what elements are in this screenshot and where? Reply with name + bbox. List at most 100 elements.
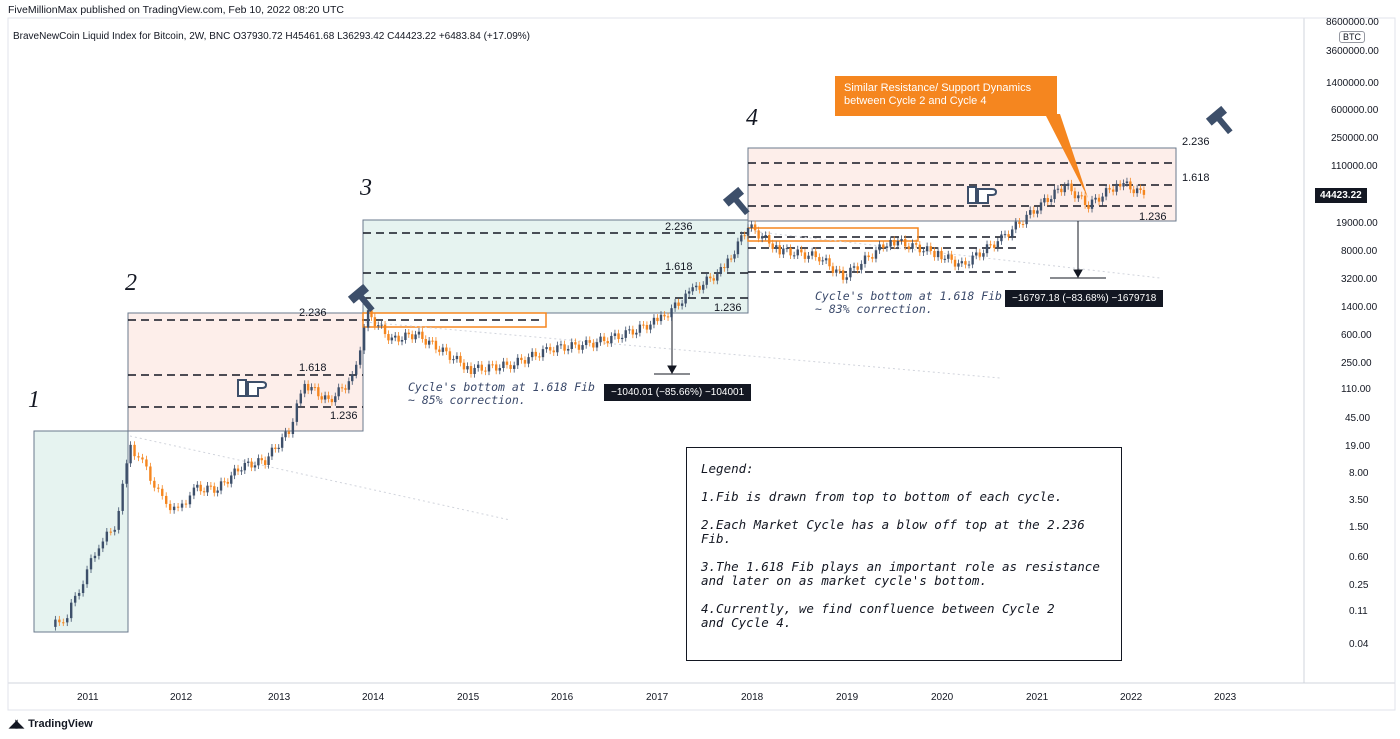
candle-body — [985, 244, 989, 254]
price-tick: 110000.00 — [1331, 161, 1378, 172]
measure-arrow-cycle3 — [654, 313, 690, 375]
cycle-label: 2 — [125, 270, 137, 296]
candle-body — [168, 503, 172, 511]
candle-body — [874, 250, 878, 259]
candle-body — [233, 468, 236, 476]
candle-body — [223, 481, 226, 483]
candle-body — [666, 316, 670, 318]
candle-body — [760, 236, 764, 239]
legend-item: 1.Fib is drawn from top to bottom of eac… — [701, 489, 1063, 504]
candle-body — [845, 277, 848, 280]
candle-body — [1073, 191, 1077, 199]
candle-body — [918, 244, 922, 253]
candle-body — [1087, 205, 1090, 209]
price-tick: 1.50 — [1349, 522, 1369, 533]
candle-body — [400, 339, 404, 342]
candle-body — [226, 481, 230, 484]
candle-body — [77, 593, 81, 596]
candle-body — [431, 340, 434, 342]
candle-body — [117, 510, 120, 530]
candle-body — [1060, 188, 1063, 193]
callout-box: Similar Resistance/ Support Dynamics bet… — [835, 76, 1057, 116]
candle-body — [1070, 183, 1073, 192]
candle-body — [66, 618, 69, 623]
candle-body — [849, 267, 852, 278]
candle-body — [219, 481, 223, 491]
candle-body — [484, 370, 487, 372]
time-tick: 2017 — [646, 692, 669, 703]
candle-body — [133, 444, 136, 457]
candle-body — [620, 337, 624, 340]
candle-body — [1090, 199, 1094, 209]
candle-body — [635, 332, 638, 335]
candle-body — [213, 486, 216, 493]
price-tick: 3200.00 — [1341, 274, 1378, 285]
tradingview-logo[interactable]: ◢◣ TradingView — [9, 717, 93, 730]
candle-body — [299, 393, 302, 404]
candle-body — [530, 351, 534, 358]
candle-body — [1007, 234, 1010, 237]
candle-body — [491, 364, 494, 366]
candle-body — [257, 458, 260, 466]
candle-body — [1080, 195, 1083, 197]
candle-body — [684, 293, 687, 304]
symbol-ohlc-line[interactable]: BraveNewCoin Liquid Index for Bitcoin, 2… — [13, 31, 531, 42]
candle-body — [196, 484, 199, 488]
candle-body — [617, 333, 620, 340]
candle-body — [1135, 188, 1139, 194]
candle-body — [445, 347, 448, 352]
candle-body — [652, 317, 656, 325]
candle-body — [947, 254, 950, 259]
candle-body — [950, 254, 953, 260]
candle-body — [480, 364, 483, 371]
candle-body — [907, 246, 911, 249]
candle-body — [645, 324, 649, 330]
candle-body — [889, 240, 892, 247]
currency-tag[interactable]: BTC — [1339, 31, 1365, 43]
candle-body — [581, 345, 584, 350]
candle-body — [552, 350, 555, 353]
cycle-label: 1 — [28, 387, 40, 413]
candle-body — [602, 336, 606, 342]
candle-body — [145, 459, 148, 467]
candle-body — [1000, 234, 1003, 242]
fib-label: 1.618 — [299, 362, 327, 374]
candle-body — [642, 324, 645, 326]
candle-body — [588, 340, 591, 343]
candle-body — [1029, 210, 1032, 215]
candle-body — [789, 248, 792, 256]
candle-body — [184, 503, 188, 505]
candle-body — [716, 272, 719, 281]
candle-body — [592, 342, 595, 348]
candle-body — [270, 447, 274, 457]
time-tick: 2015 — [457, 692, 480, 703]
candle-body — [624, 330, 627, 338]
fib-label: 1.236 — [1139, 211, 1167, 223]
fib-label: 2.236 — [299, 307, 327, 319]
candle-body — [982, 253, 985, 257]
candle-body — [599, 336, 602, 343]
candle-body — [334, 396, 337, 403]
candle-body — [434, 340, 438, 350]
candle-body — [719, 267, 723, 273]
candle-body — [860, 263, 863, 270]
time-tick: 2023 — [1214, 692, 1237, 703]
candle-body — [971, 255, 974, 265]
candle-body — [1049, 199, 1053, 202]
candle-body — [320, 396, 323, 400]
candle-body — [736, 241, 740, 255]
candle-body — [1018, 221, 1021, 225]
candle-body — [487, 364, 491, 372]
time-tick: 2016 — [551, 692, 574, 703]
candle-body — [387, 334, 390, 341]
candle-body — [814, 251, 817, 258]
candle-body — [394, 335, 397, 338]
candle-body — [925, 246, 929, 252]
candle-body — [993, 244, 996, 248]
candle-body — [957, 263, 960, 267]
candle-body — [677, 302, 680, 306]
candle-body — [1077, 195, 1080, 199]
candle-body — [209, 485, 213, 487]
candle-body — [1101, 196, 1104, 202]
